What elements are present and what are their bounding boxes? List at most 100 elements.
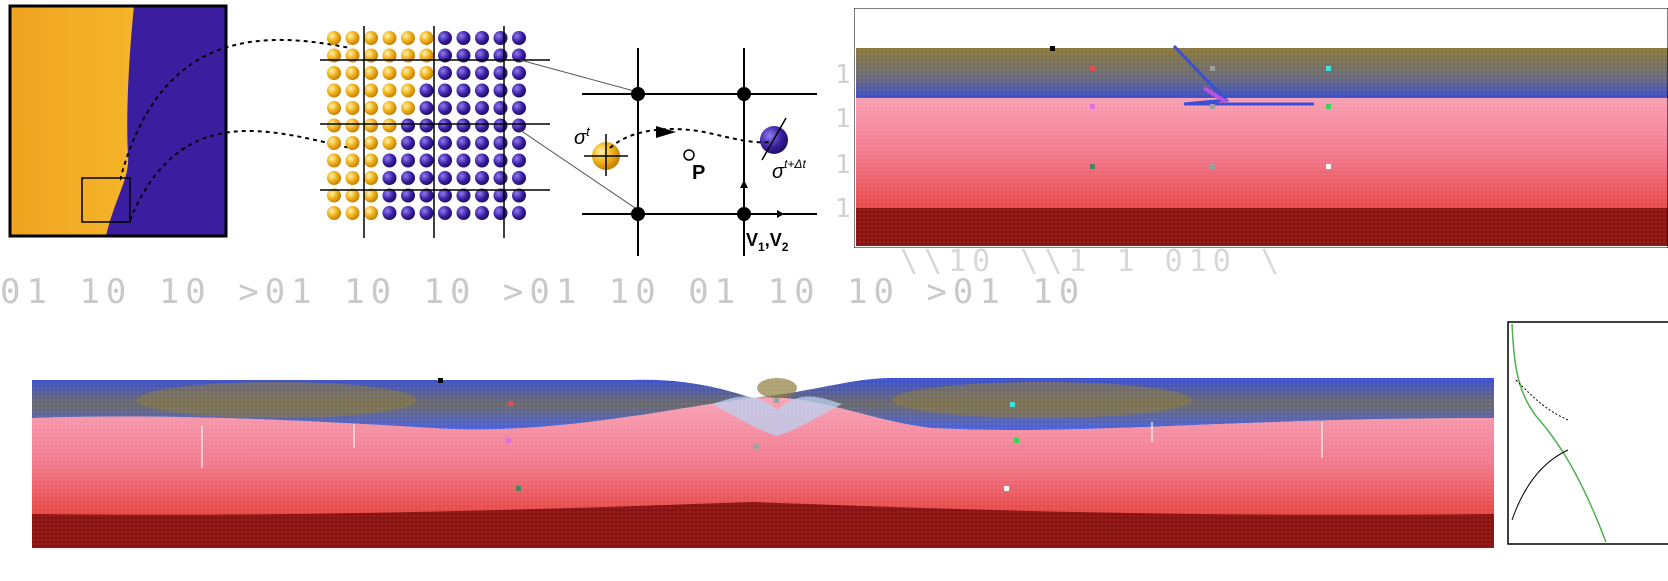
side-mark-3: 1 (835, 150, 851, 180)
v-label: V (746, 230, 758, 250)
sigma-tdt-label: σ (772, 161, 785, 183)
lattice-particle (493, 83, 508, 98)
lattice-particle (493, 206, 508, 220)
lattice-particle (475, 101, 489, 115)
sigma-t-label: σ (574, 127, 587, 149)
lattice-particle (493, 118, 508, 133)
lattice-particle (512, 136, 526, 150)
profile-plot (1506, 320, 1668, 546)
lattice-particle (419, 48, 434, 63)
lattice-particle (327, 66, 341, 80)
lattice-particle (401, 48, 415, 63)
lattice-particle (512, 188, 526, 203)
lattice-particle (419, 188, 434, 203)
lattice-particle (456, 66, 471, 80)
lattice-particle (382, 83, 397, 98)
lattice-particle (345, 31, 360, 45)
lattice-particle (419, 171, 434, 185)
side-mark-2: 1 (835, 104, 851, 134)
lattice-particle (401, 171, 415, 185)
lattice-particle (475, 48, 489, 63)
lattice-particle (401, 188, 415, 203)
lattice-particle (345, 136, 360, 150)
lattice-particle (327, 48, 341, 63)
lattice-particle (493, 31, 508, 45)
lattice-particle (512, 118, 526, 133)
lattice-particle (327, 206, 341, 220)
lattice-particle (512, 48, 526, 63)
lattice-particle (345, 153, 360, 168)
lattice-particle (345, 101, 360, 115)
side-mark-1: 1 (835, 60, 851, 90)
lattice-particle (327, 136, 341, 150)
lattice-particle (401, 101, 415, 115)
lattice-particle (364, 153, 378, 168)
lattice-particle (364, 101, 378, 115)
side-mark-4: 1 (835, 194, 851, 224)
lattice-particle (419, 101, 434, 115)
lattice-particle (345, 48, 360, 63)
lattice-particle (438, 188, 452, 203)
lattice-particle (493, 153, 508, 168)
lattice-particle (493, 66, 508, 80)
lattice-particle (419, 83, 434, 98)
p-label: P (692, 162, 705, 184)
lattice-particle (345, 66, 360, 80)
lattice-particle (382, 48, 397, 63)
lattice-particle (512, 153, 526, 168)
lattice-particle (493, 171, 508, 185)
lattice-particle (401, 136, 415, 150)
lattice-particle (345, 206, 360, 220)
simulation-panel-top (854, 8, 1668, 248)
lattice-particle (382, 136, 397, 150)
lattice-particle (327, 31, 341, 45)
zoom-box (81, 177, 131, 223)
lattice-particle (382, 153, 397, 168)
lattice-particle (475, 188, 489, 203)
lattice-particle (456, 101, 471, 115)
lattice-particle (438, 171, 452, 185)
lattice-particle (438, 48, 452, 63)
lattice-particle (438, 136, 452, 150)
svg-text:V1,V2: V1,V2 (746, 230, 789, 254)
lattice-particle (512, 206, 526, 220)
lattice-particle (364, 136, 378, 150)
lattice-particle (327, 171, 341, 185)
lattice-particle (456, 171, 471, 185)
lattice-particle (419, 153, 434, 168)
lattice-particle (456, 206, 471, 220)
simulation-panel-bottom (32, 318, 1494, 548)
lattice-particle (419, 136, 434, 150)
grid-cell-panel: P σt σt+Δt V1,V2 (572, 48, 822, 260)
lattice-particle (327, 188, 341, 203)
lattice-particle (327, 118, 341, 133)
lattice-particle (419, 118, 434, 133)
lattice-particle (364, 118, 378, 133)
lattice-particle (419, 66, 434, 80)
lattice-particle (401, 118, 415, 133)
lattice-particle (382, 101, 397, 115)
lattice-particle (438, 118, 452, 133)
lattice-particle (327, 101, 341, 115)
lattice-particle (456, 153, 471, 168)
lattice-particle (456, 83, 471, 98)
lattice-particle (382, 31, 397, 45)
background-digits-main: 01 10 10 >01 10 10 >01 10 01 10 10 >01 1… (0, 272, 1086, 312)
lattice-particle (345, 118, 360, 133)
lattice-particle (364, 31, 378, 45)
lattice-particle (327, 153, 341, 168)
lattice-particle (475, 118, 489, 133)
lattice-particle (438, 83, 452, 98)
lattice-particle (456, 31, 471, 45)
lattice-particle (382, 188, 397, 203)
lattice-particle (345, 188, 360, 203)
lattice-particle (512, 83, 526, 98)
lattice-particle (345, 171, 360, 185)
lattice-particle (419, 206, 434, 220)
background-digits-upper: \\10 \\1 1 010 \ (900, 244, 1285, 279)
lattice-particle (382, 66, 397, 80)
lattice-particle (382, 118, 397, 133)
lattice-particle (493, 136, 508, 150)
lattice-particle (364, 66, 378, 80)
lattice-particle (512, 66, 526, 80)
